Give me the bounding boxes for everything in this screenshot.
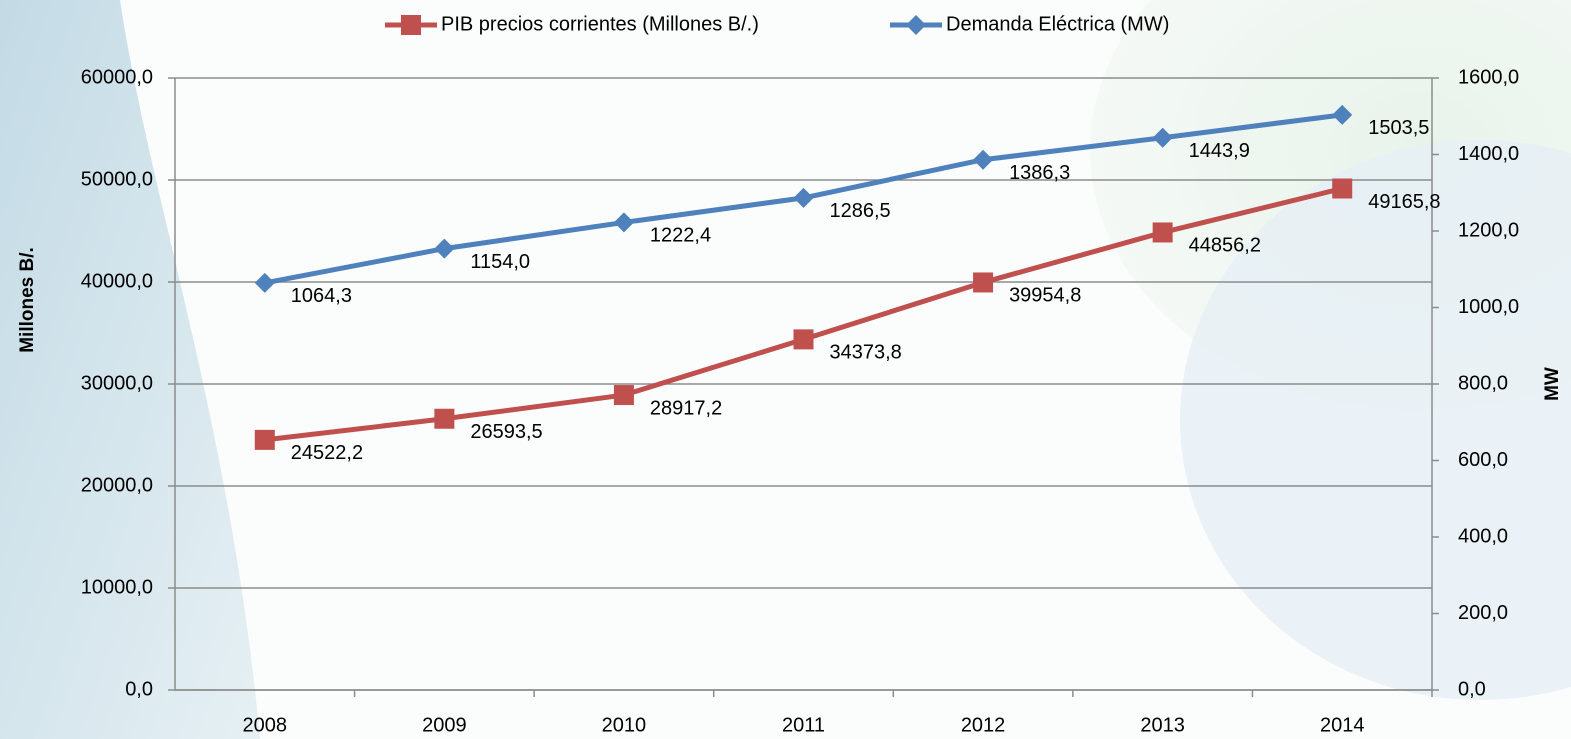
legend-marker (401, 15, 421, 35)
x-tick-label: 2013 (1140, 714, 1185, 736)
data-label: 1443,9 (1189, 140, 1250, 162)
y-tick-label: 50000,0 (81, 168, 153, 190)
y2-tick-label: 200,0 (1458, 602, 1508, 624)
data-point (973, 272, 994, 293)
y2-tick-label: 1000,0 (1458, 296, 1519, 318)
data-label: 44856,2 (1189, 235, 1261, 257)
data-point (793, 187, 814, 208)
data-point (1152, 127, 1173, 148)
data-label: 1503,5 (1368, 117, 1429, 139)
x-tick-label: 2012 (961, 714, 1006, 736)
y2-tick-label: 400,0 (1458, 525, 1508, 547)
data-point (254, 272, 275, 293)
data-label: 1222,4 (650, 225, 711, 247)
y2-tick-label: 600,0 (1458, 449, 1508, 471)
data-label: 1386,3 (1009, 162, 1070, 184)
data-point (1332, 104, 1353, 125)
data-point (434, 238, 455, 259)
y-tick-label: 60000,0 (81, 66, 153, 88)
legend-marker (906, 15, 926, 35)
legend-label: Demanda Eléctrica (MW) (946, 13, 1169, 35)
data-label: 28917,2 (650, 397, 722, 419)
data-label: 1286,5 (830, 200, 891, 222)
data-point (1152, 222, 1173, 243)
y2-tick-label: 800,0 (1458, 372, 1508, 394)
y2-tick-label: 1400,0 (1458, 143, 1519, 165)
y-tick-label: 30000,0 (81, 372, 153, 394)
y2-tick-label: 1200,0 (1458, 219, 1519, 241)
data-label: 39954,8 (1009, 285, 1081, 307)
legend-label: PIB precios corrientes (Millones B/.) (441, 13, 759, 35)
data-point (613, 385, 634, 406)
data-point (1332, 178, 1353, 199)
data-label: 1064,3 (291, 285, 352, 307)
y-tick-label: 10000,0 (81, 576, 153, 598)
data-label: 1154,0 (470, 251, 530, 273)
y2-tick-label: 0,0 (1458, 678, 1486, 700)
data-point (613, 212, 634, 233)
data-point (434, 408, 455, 429)
data-label: 24522,2 (291, 442, 363, 464)
x-tick-label: 2014 (1320, 714, 1365, 736)
x-tick-label: 2008 (243, 714, 288, 736)
data-label: 49165,8 (1368, 191, 1440, 213)
y-tick-label: 40000,0 (81, 270, 153, 292)
y2-axis-title: MW (1542, 367, 1563, 401)
x-tick-label: 2009 (422, 714, 467, 736)
data-point (973, 149, 994, 170)
y-axis-title: Millones B/. (17, 247, 38, 353)
x-tick-label: 2010 (602, 714, 647, 736)
y2-tick-label: 1600,0 (1458, 66, 1519, 88)
data-label: 26593,5 (470, 421, 542, 443)
data-label: 34373,8 (830, 342, 902, 364)
x-tick-label: 2011 (782, 714, 825, 736)
y-tick-label: 0,0 (125, 678, 153, 700)
data-point (793, 329, 814, 350)
y-tick-label: 20000,0 (81, 474, 153, 496)
data-point (254, 429, 275, 450)
